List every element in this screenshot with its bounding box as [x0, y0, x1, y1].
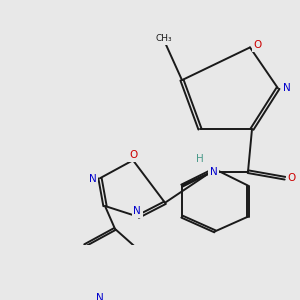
Text: N: N	[210, 167, 218, 177]
Text: N: N	[133, 206, 141, 216]
Text: O: O	[130, 150, 138, 160]
Text: N: N	[96, 293, 104, 300]
Text: N: N	[88, 174, 96, 184]
Text: O: O	[287, 173, 296, 183]
Text: O: O	[254, 40, 262, 50]
Text: H: H	[196, 154, 204, 164]
Text: N: N	[283, 83, 290, 93]
Text: CH₃: CH₃	[155, 34, 172, 43]
